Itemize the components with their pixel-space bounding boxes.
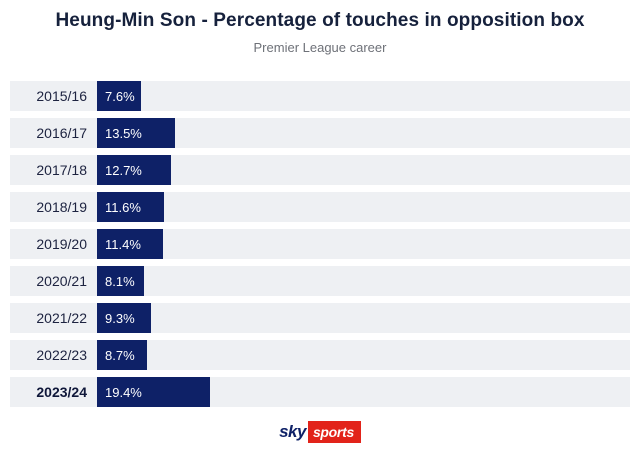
bar: 11.4%: [97, 229, 164, 259]
bar-value: 19.4%: [105, 384, 142, 400]
bar: 7.6%: [97, 81, 142, 111]
bar: 11.6%: [97, 192, 165, 222]
chart-row: 2017/18 12.7%: [10, 155, 630, 185]
chart-row: 2023/24 19.4%: [10, 377, 630, 407]
chart-title: Heung-Min Son - Percentage of touches in…: [55, 10, 585, 31]
chart-row: 2015/16 7.6%: [10, 81, 630, 111]
bar-value: 11.6%: [105, 199, 141, 215]
bar-value: 12.7%: [105, 162, 142, 178]
sky-sports-logo: sky sports: [0, 421, 640, 443]
bar-value: 8.7%: [105, 347, 135, 363]
row-label: 2022/23: [36, 347, 87, 363]
chart-row: 2020/21 8.1%: [10, 266, 630, 296]
bar: 19.4%: [97, 377, 210, 407]
chart-subtitle: Premier League career: [253, 40, 387, 55]
bar-value: 13.5%: [105, 125, 142, 141]
bar-value: 8.1%: [105, 273, 135, 289]
row-label: 2020/21: [36, 273, 87, 289]
chart-row: 2018/19 11.6%: [10, 192, 630, 222]
chart-row: 2016/17 13.5%: [10, 118, 630, 148]
bar-value: 7.6%: [105, 88, 135, 104]
sky-logo-text: sky: [279, 422, 306, 441]
bar: 12.7%: [97, 155, 171, 185]
row-label: 2017/18: [36, 162, 87, 178]
bar-value: 11.4%: [105, 236, 141, 252]
chart-row: 2022/23 8.7%: [10, 340, 630, 370]
bar: 8.7%: [97, 340, 148, 370]
bar-chart: 2015/16 7.6% 2016/17 13.5% 2017/18 12.7% 2018/…: [0, 81, 640, 407]
row-label: 2023/24: [36, 384, 87, 400]
row-label: 2019/20: [36, 236, 87, 252]
row-label: 2015/16: [36, 88, 87, 104]
bar-value: 9.3%: [105, 310, 135, 326]
chart-row: 2021/22 9.3%: [10, 303, 630, 333]
chart-row: 2019/20 11.4%: [10, 229, 630, 259]
bar: 13.5%: [97, 118, 176, 148]
row-label: 2021/22: [36, 310, 87, 326]
bar: 9.3%: [97, 303, 151, 333]
sports-logo-badge: sports: [307, 421, 361, 443]
bar: 8.1%: [97, 266, 144, 296]
row-label: 2016/17: [36, 125, 87, 141]
row-label: 2018/19: [36, 199, 87, 215]
